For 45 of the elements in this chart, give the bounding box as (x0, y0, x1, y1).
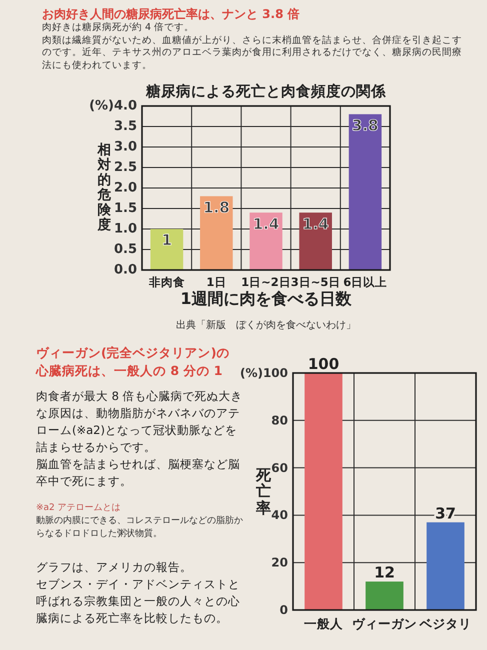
source-note: 出典「新版 ぼくが肉を食べないわけ」 (175, 318, 357, 332)
text: 肉好きは糖尿病死が約 4 倍です。 (42, 22, 196, 34)
y-tick-label: 0.5 (114, 242, 137, 257)
y-axis-title: 死亡率 (256, 466, 271, 517)
y-tick-label: 60 (271, 460, 288, 475)
x-tick-label: 非肉食 (148, 275, 185, 289)
text: セブンス・デイ・アドベンティストと呼ばれる宗教集団と一般の人々との心臓病による死亡率を比較したもの。 (36, 576, 241, 627)
text: 動脈の内膜にできる、コレステロールなどの脂肪からなるドロドロした粥状物質。 (36, 515, 244, 541)
data-label: 100 (308, 355, 340, 373)
x-tick-label: 1日~2日 (241, 275, 291, 289)
y-tick-label: 1.0 (114, 222, 137, 236)
data-label: 12 (374, 564, 395, 582)
data-label: 3.8 (352, 116, 378, 134)
text: グラフは、アメリカの報告。 (36, 559, 193, 576)
y-tick-label: 20 (271, 556, 288, 570)
data-label: 1.4 (302, 214, 329, 233)
data-label: 1.8 (203, 198, 230, 216)
y-tick-label: 40 (271, 508, 288, 522)
y-tick-label: 80 (271, 413, 288, 428)
data-label: 1.4 (252, 214, 280, 233)
y-tick-label: (%)100 (240, 366, 288, 380)
text: お肉好き人間の糖尿病死亡率は、ナンと 3.8 倍 (42, 6, 301, 22)
data-label: 1 (162, 231, 172, 250)
x-tick-label: 1日 (206, 275, 226, 289)
text: ヴィーガン(完全ベジタリアン)の心臓病死は、一般人の 8 分の 1 (36, 344, 230, 380)
x-tick-label: 一般人 (304, 616, 344, 631)
y-tick-label: 3.0 (114, 140, 137, 154)
x-axis-title: 1週間に肉を食べる日数 (180, 289, 353, 308)
text: 肉類は繊維質がないため、血糖値が上がり、さらに末梢血管を詰まらせ、合併症を引き起こすのです。近年、テキサス州のアロエベラ葉肉が食用に利用されるだけでなく、糖尿病の民間療法にも使われています。 (42, 34, 463, 72)
x-tick-label: 6日以上 (343, 275, 388, 289)
x-tick-label: 3日~5日 (290, 275, 340, 289)
text: 脳血管を詰まらせれば、脳梗塞など脳卒中で死にます。 (36, 456, 241, 490)
y-tick-label: 2.5 (114, 160, 137, 175)
y-tick-label: (%)4.0 (89, 98, 137, 114)
y-tick-label: 0 (280, 603, 288, 617)
x-tick-label: ヴィーガン (352, 616, 417, 631)
y-axis-title: 相対的危険度 (97, 142, 112, 233)
chart-title: 糖尿病による死亡と肉食頻度の関係 (145, 82, 387, 100)
y-tick-label: 2.0 (114, 180, 137, 196)
x-tick-label: ベジタリ (418, 616, 472, 631)
y-tick-label: 3.5 (114, 119, 137, 134)
text: 肉食者が最大 8 倍も心臓病で死ぬ大きな原因は、動物脂肪がネバネバのアテローム(※a2)となって冠状動脈などを詰まらせるからです。 (36, 388, 244, 456)
y-tick-label: 1.5 (114, 201, 137, 216)
y-tick-label: 0.0 (114, 262, 137, 278)
text: ※a2 アテロームとは (36, 502, 122, 515)
